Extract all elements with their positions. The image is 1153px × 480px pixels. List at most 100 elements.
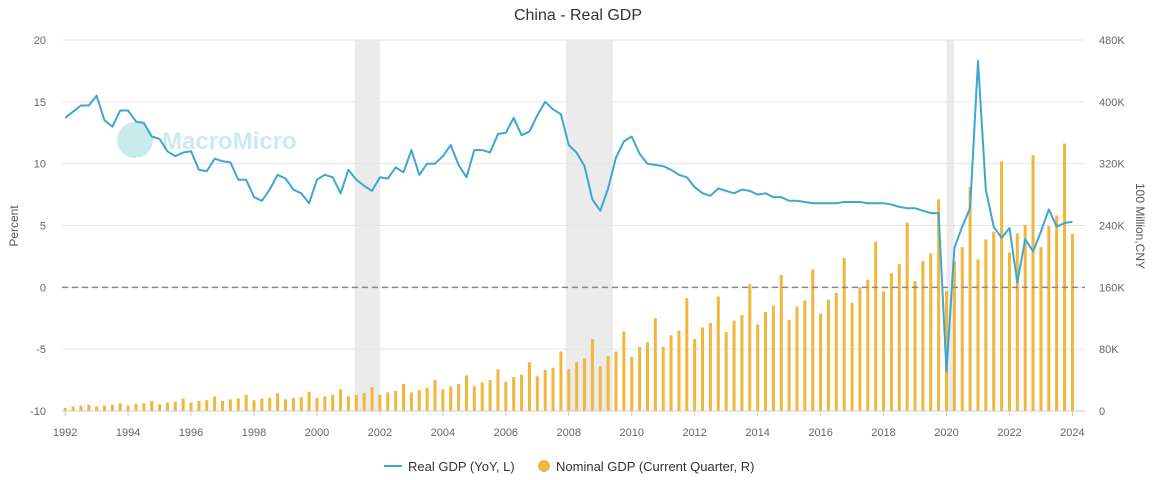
nominal-gdp-bar (346, 396, 350, 411)
nominal-gdp-bar (1055, 215, 1059, 411)
nominal-gdp-bar (142, 403, 146, 411)
x-tick-label: 2022 (997, 427, 1021, 439)
nominal-gdp-bar (567, 369, 571, 411)
nominal-gdp-bar (685, 298, 689, 411)
nominal-gdp-bar (118, 403, 122, 411)
y-axis-right-title: 100 Million,CNY (1133, 183, 1147, 269)
real-gdp-line (64, 60, 1073, 373)
legend-item-nominal-gdp[interactable]: Nominal GDP (Current Quarter, R) (538, 459, 754, 474)
nominal-gdp-bar (315, 397, 319, 411)
nominal-gdp-bar (842, 257, 846, 411)
nominal-gdp-bar (158, 404, 162, 411)
nominal-gdp-bar (134, 404, 138, 411)
real-gdp-line-series (64, 60, 1073, 373)
nominal-gdp-bar (1039, 247, 1043, 411)
nominal-gdp-bar (189, 402, 193, 411)
nominal-gdp-bar (764, 312, 768, 411)
x-tick-label: 2008 (557, 427, 581, 439)
nominal-gdp-bar (63, 407, 67, 411)
nominal-gdp-bar (71, 406, 75, 411)
nominal-gdp-bar (1047, 226, 1051, 411)
watermark-logo-icon (117, 122, 153, 158)
nominal-gdp-bar (661, 346, 665, 411)
nominal-gdp-bar (693, 339, 697, 411)
nominal-gdp-bar (283, 399, 287, 411)
nominal-gdp-bar (87, 404, 91, 411)
legend-label-real-gdp: Real GDP (YoY, L) (408, 459, 515, 474)
nominal-gdp-bar (787, 319, 791, 411)
legend-item-real-gdp[interactable]: Real GDP (YoY, L) (384, 459, 515, 474)
nominal-gdp-bar (370, 387, 374, 411)
nominal-gdp-bar (921, 261, 925, 411)
nominal-gdp-bar (889, 273, 893, 411)
axes: 20 480K 15 400K 10 320K 5 240K 0 160K -5 80K -10 0 199… (30, 35, 1125, 439)
nominal-gdp-bar (614, 351, 618, 411)
y-right-tick-label: 80K (1099, 344, 1119, 356)
nominal-gdp-bar (1000, 161, 1004, 411)
nominal-gdp-bar (268, 397, 272, 411)
nominal-gdp-bar (173, 401, 177, 411)
nominal-gdp-bar (645, 342, 649, 411)
nominal-gdp-bar (441, 389, 445, 411)
nominal-gdp-bar (291, 397, 295, 411)
nominal-gdp-bar (512, 376, 516, 411)
nominal-gdp-bar (165, 402, 169, 411)
nominal-gdp-bar (622, 331, 626, 411)
x-tick-label: 2002 (368, 427, 392, 439)
x-tick-label: 2006 (494, 427, 518, 439)
nominal-gdp-bar (984, 239, 988, 411)
nominal-gdp-bar (929, 253, 933, 411)
x-tick-label: 2020 (934, 427, 958, 439)
nominal-gdp-bar (708, 322, 712, 411)
nominal-gdp-bar (457, 383, 461, 411)
y-left-tick-label: 15 (34, 97, 46, 109)
nominal-gdp-bar (819, 313, 823, 411)
nominal-gdp-bar (252, 400, 256, 411)
y-right-tick-label: 480K (1099, 35, 1125, 47)
nominal-gdp-bars (63, 143, 1074, 411)
nominal-gdp-bar (331, 394, 335, 411)
nominal-gdp-bar (221, 400, 225, 411)
nominal-gdp-bar (197, 400, 201, 411)
chart-title: China - Real GDP (514, 7, 642, 24)
nominal-gdp-bar (937, 199, 941, 411)
nominal-gdp-bar (960, 247, 964, 411)
nominal-gdp-bar (394, 390, 398, 411)
x-tick-label: 2010 (619, 427, 643, 439)
nominal-gdp-bar (402, 383, 406, 411)
nominal-gdp-bar (732, 320, 736, 411)
nominal-gdp-bar (213, 396, 217, 411)
nominal-gdp-bar (716, 296, 720, 411)
nominal-gdp-bar (386, 392, 390, 411)
nominal-gdp-bar (653, 318, 657, 411)
legend-label-nominal-gdp: Nominal GDP (Current Quarter, R) (556, 459, 754, 474)
nominal-gdp-bar (425, 387, 429, 411)
nominal-gdp-bar (417, 390, 421, 411)
nominal-gdp-bar (496, 369, 500, 411)
nominal-gdp-bar (834, 292, 838, 411)
nominal-gdp-bar (362, 393, 366, 411)
nominal-gdp-bar (228, 399, 232, 411)
nominal-gdp-bar (1070, 234, 1074, 411)
nominal-gdp-bar (850, 302, 854, 411)
nominal-gdp-bar (504, 381, 508, 411)
nominal-gdp-bar (945, 291, 949, 411)
nominal-gdp-bar (748, 284, 752, 411)
nominal-gdp-bar (543, 370, 547, 411)
nominal-gdp-bar (826, 299, 830, 411)
nominal-gdp-bar (276, 393, 280, 411)
nominal-gdp-bar (236, 398, 240, 411)
nominal-gdp-bar (590, 339, 594, 411)
nominal-gdp-bar (150, 400, 154, 411)
nominal-gdp-bar (378, 394, 382, 411)
nominal-gdp-bar (307, 391, 311, 411)
watermark: MacroMicro (117, 122, 297, 158)
nominal-gdp-bar (126, 405, 130, 411)
nominal-gdp-bar (520, 374, 524, 411)
x-tick-label: 1994 (116, 427, 140, 439)
nominal-gdp-bar (638, 346, 642, 411)
legend: Real GDP (YoY, L) Nominal GDP (Current Q… (384, 459, 754, 474)
nominal-gdp-bar (299, 397, 303, 411)
nominal-gdp-bar (79, 405, 83, 411)
